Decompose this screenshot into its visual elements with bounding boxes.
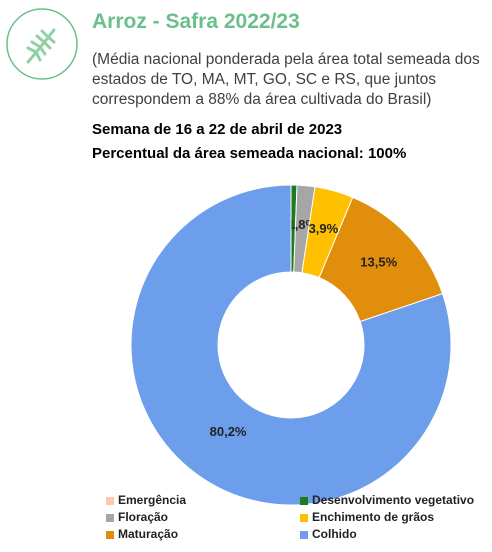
legend-swatch [106, 531, 114, 539]
data-label: 3,9% [309, 221, 339, 236]
data-label: 13,5% [360, 255, 397, 270]
data-label: 80,2% [210, 424, 247, 439]
legend-label: Maturação [118, 527, 178, 541]
logo [6, 8, 78, 80]
slice [130, 184, 452, 506]
chart-subtitle: Percentual da área semeada nacional: 100… [92, 145, 407, 162]
subtitle: (Média nacional ponderada pela área tota… [92, 51, 480, 108]
legend-label: Floração [118, 510, 168, 524]
legend-swatch [300, 497, 308, 505]
legend-swatch [106, 497, 114, 505]
chart-title: Semana de 16 a 22 de abril de 2023 [92, 121, 343, 138]
title: Arroz - Safra 2022/23 [92, 10, 300, 33]
legend-label: Colhido [312, 527, 357, 541]
legend-label: Emergência [118, 493, 186, 507]
legend-label: Enchimento de grãos [312, 510, 434, 524]
legend-swatch [300, 514, 308, 522]
legend-swatch [106, 514, 114, 522]
legend-swatch [300, 531, 308, 539]
legend-label: Desenvolvimento vegetativo [312, 493, 474, 507]
